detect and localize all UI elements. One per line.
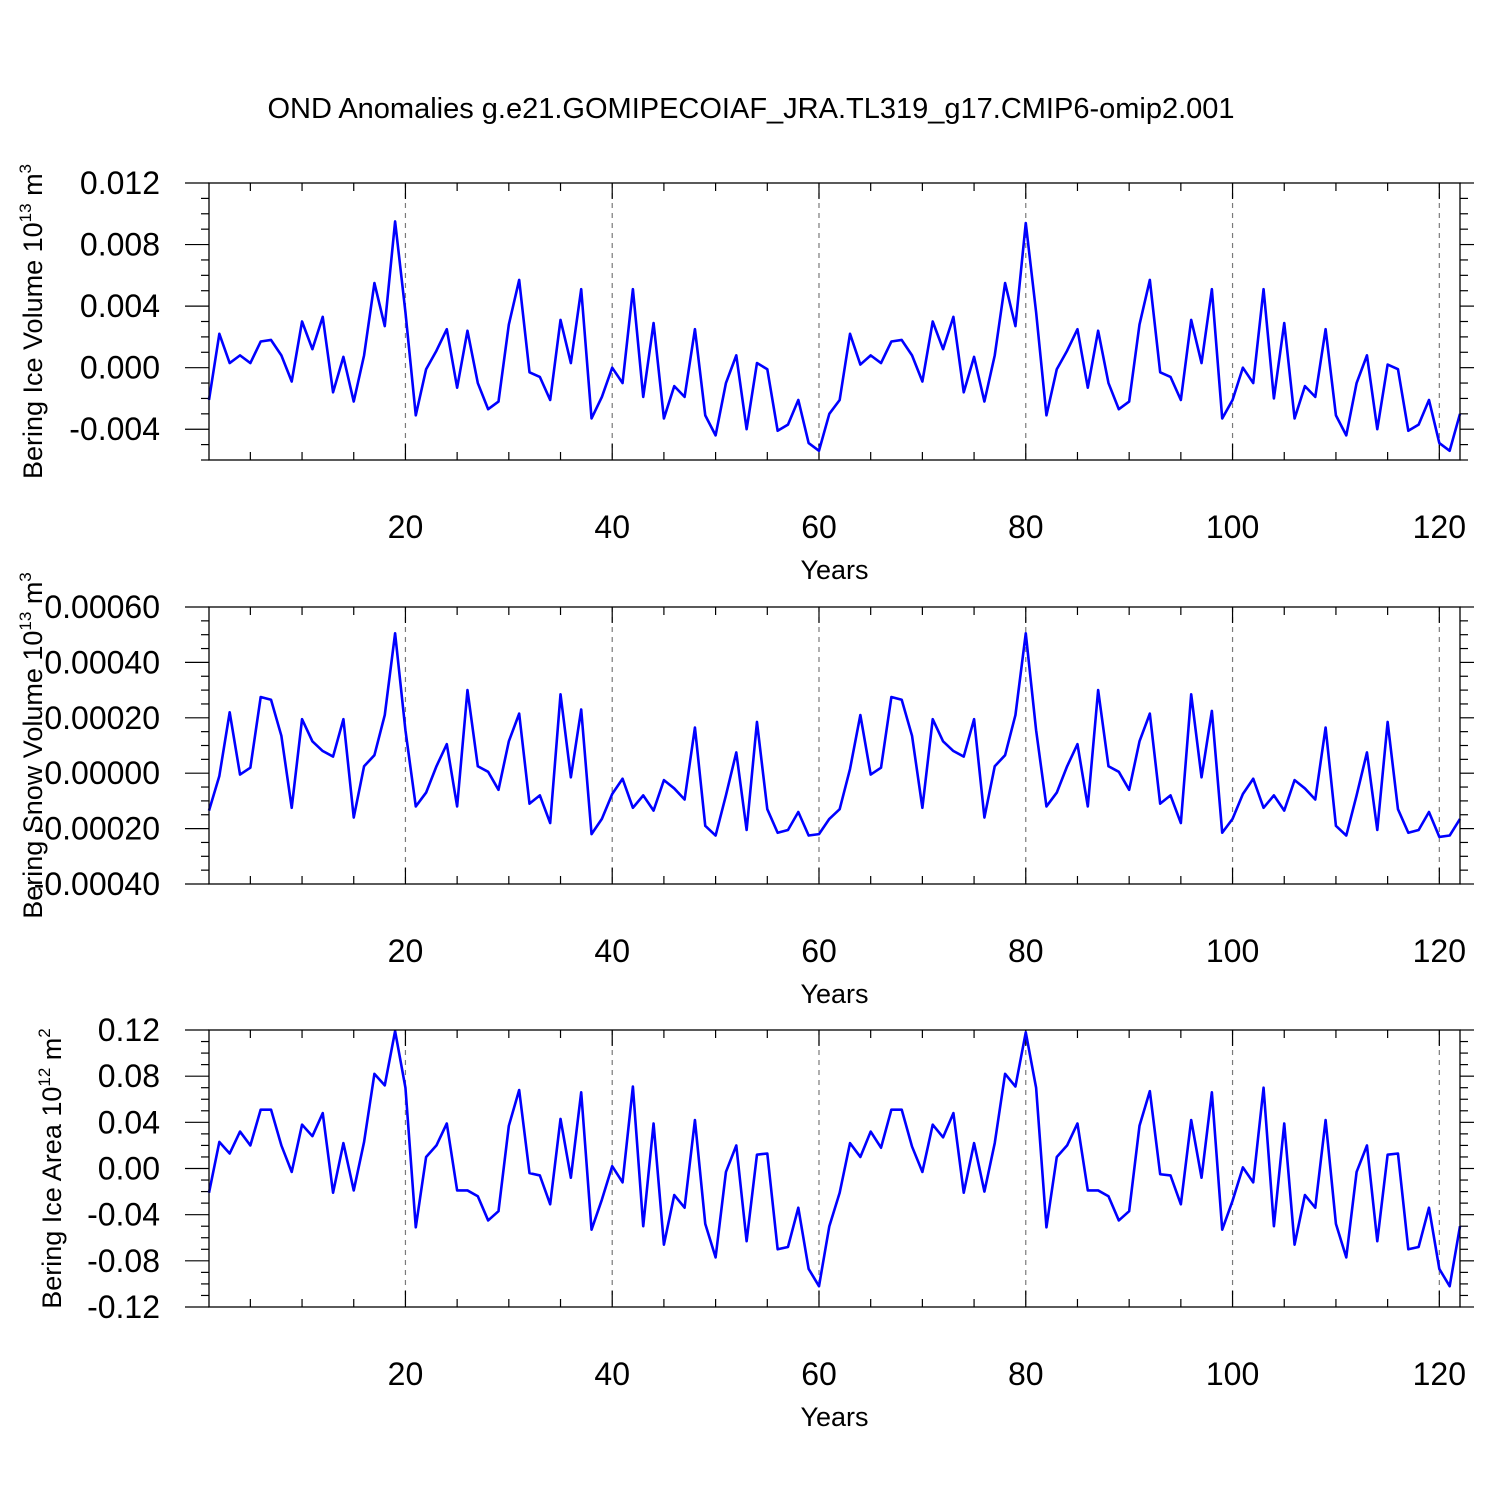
y-tick-label: 0.00020 <box>44 700 160 736</box>
x-tick-label: 40 <box>594 1356 630 1392</box>
x-tick-label: 120 <box>1413 1356 1466 1392</box>
x-tick-label: 40 <box>594 933 630 969</box>
x-tick-label: 60 <box>801 933 837 969</box>
y-tick-label: -0.00020 <box>34 811 160 847</box>
y-tick-label: 0.008 <box>80 227 160 263</box>
series-line <box>207 632 1462 839</box>
y-axis-label: Bering Ice Area 1012 m2 <box>35 1028 67 1309</box>
x-tick-label: 20 <box>388 933 424 969</box>
x-tick-label: 100 <box>1206 933 1259 969</box>
y-tick-label: 0.00040 <box>44 644 160 680</box>
y-axis-label-exponent: 13 <box>16 612 35 631</box>
y-tick-label: -0.04 <box>87 1197 160 1233</box>
x-tick-label: 80 <box>1008 933 1044 969</box>
y-axis-label: Bering Ice Volume 1013 m3 <box>16 164 48 479</box>
y-tick-label: 0.004 <box>80 288 160 324</box>
y-tick-label: -0.00040 <box>34 866 160 902</box>
x-tick-label: 120 <box>1413 933 1466 969</box>
series-line <box>207 1029 1462 1288</box>
plot-frame <box>208 1029 1461 1308</box>
y-axis-label-unit-exponent: 3 <box>16 572 35 581</box>
panel-1: -0.004 0.000 0.004 0.008 0.012 20 40 60 80 100 120… <box>16 164 1474 585</box>
x-tick-label: 100 <box>1206 509 1259 545</box>
x-tick-label: 80 <box>1008 1356 1044 1392</box>
y-tick-label: 0.12 <box>98 1012 160 1048</box>
panel-3: -0.12 -0.08 -0.04 0.00 0.04 0.08 0.12 20 40 60 80 1… <box>35 1012 1474 1432</box>
y-axis-label-unit-exponent: 2 <box>35 1028 54 1037</box>
y-tick-label: -0.08 <box>87 1243 160 1279</box>
y-tick-label: -0.12 <box>87 1289 160 1325</box>
y-tick-label: 0.00060 <box>44 589 160 625</box>
x-axis-label: Years <box>800 979 868 1009</box>
x-tick-label: 20 <box>388 509 424 545</box>
y-tick-label: -0.004 <box>69 411 160 447</box>
y-axis-label: Bering Snow Volume 1013 m3 <box>16 572 48 919</box>
x-tick-label: 100 <box>1206 1356 1259 1392</box>
plot-frame <box>208 606 1461 885</box>
x-axis-label: Years <box>800 555 868 585</box>
y-tick-label: 0.00000 <box>44 755 160 791</box>
x-tick-label: 80 <box>1008 509 1044 545</box>
y-axis-label-text: Bering Ice Area 10 <box>37 1087 67 1309</box>
x-axis-label: Years <box>800 1402 868 1432</box>
y-axis-label-text: Bering Ice Volume 10 <box>18 222 48 479</box>
y-axis-label-exponent: 13 <box>16 203 35 222</box>
y-axis-label-unit: m <box>18 582 48 612</box>
plot-frame <box>208 182 1461 461</box>
series-line <box>207 220 1462 453</box>
y-tick-label: 0.00 <box>98 1151 160 1187</box>
panel-2: -0.00040 -0.00020 0.00000 0.00020 0.00040 0.0… <box>16 572 1474 1009</box>
x-tick-label: 60 <box>801 1356 837 1392</box>
y-tick-label: 0.08 <box>98 1058 160 1094</box>
y-axis-label-unit: m <box>37 1038 67 1068</box>
y-axis-label-unit-exponent: 3 <box>16 164 35 173</box>
x-tick-label: 120 <box>1413 509 1466 545</box>
y-axis-label-text: Bering Snow Volume 10 <box>18 631 48 919</box>
x-tick-label: 60 <box>801 509 837 545</box>
x-tick-label: 40 <box>594 509 630 545</box>
y-tick-label: 0.04 <box>98 1104 160 1140</box>
x-tick-label: 20 <box>388 1356 424 1392</box>
y-tick-label: 0.000 <box>80 350 160 386</box>
y-axis-label-unit: m <box>18 173 48 203</box>
chart-title: OND Anomalies g.e21.GOMIPECOIAF_JRA.TL31… <box>267 93 1234 125</box>
y-tick-label: 0.012 <box>80 165 160 201</box>
y-axis-label-exponent: 12 <box>35 1068 54 1087</box>
